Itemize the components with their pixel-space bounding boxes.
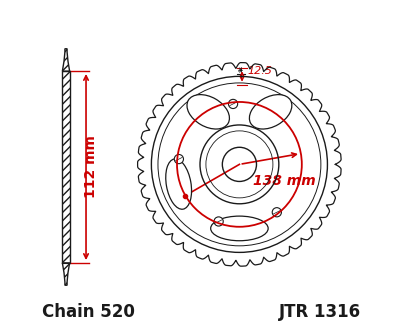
Ellipse shape — [187, 95, 230, 129]
Text: 138 mm: 138 mm — [252, 174, 315, 188]
Ellipse shape — [211, 216, 268, 241]
Polygon shape — [62, 49, 70, 71]
Text: 12.5: 12.5 — [248, 65, 273, 75]
Bar — [62, 71, 70, 263]
Bar — [62, 71, 70, 263]
Circle shape — [228, 99, 238, 109]
Text: Chain 520: Chain 520 — [42, 303, 135, 321]
Text: 112 mm: 112 mm — [84, 136, 98, 198]
Circle shape — [272, 208, 282, 217]
Circle shape — [174, 155, 184, 164]
Ellipse shape — [166, 159, 192, 209]
Circle shape — [214, 217, 223, 226]
Polygon shape — [62, 263, 70, 285]
Text: JTR 1316: JTR 1316 — [279, 303, 361, 321]
Ellipse shape — [249, 95, 292, 129]
